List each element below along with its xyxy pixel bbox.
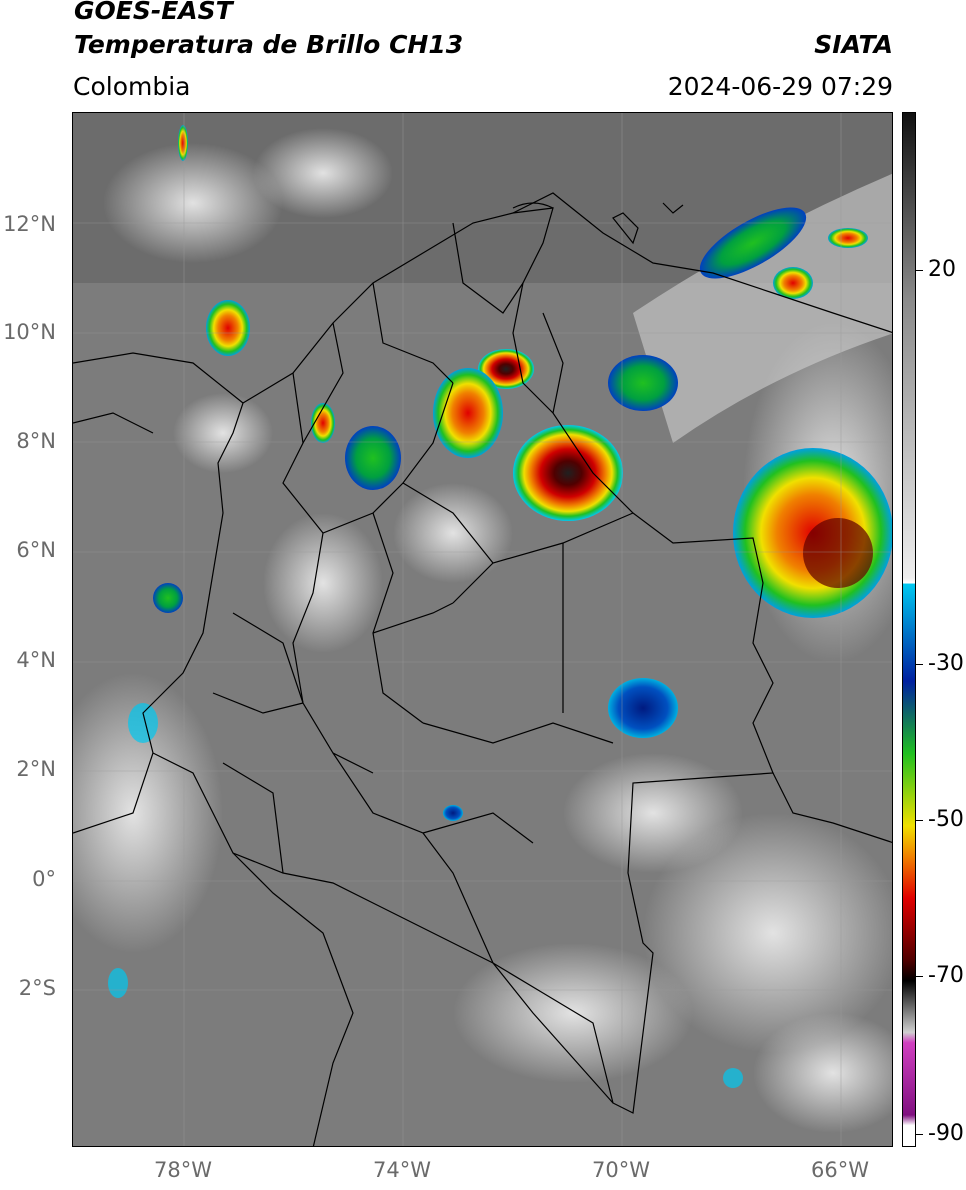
map-canvas <box>73 113 892 1146</box>
lon-label-74w: 74°W <box>373 1158 431 1182</box>
lat-label-2n: 2°N <box>16 757 56 781</box>
lat-label-8n: 8°N <box>16 429 56 453</box>
title-line-2: Temperatura de Brillo CH13 <box>74 30 464 59</box>
satellite-map[interactable] <box>72 112 893 1147</box>
lat-label-4n: 4°N <box>16 648 56 672</box>
lat-label-2s: 2°S <box>18 976 56 1000</box>
lon-label-78w: 78°W <box>154 1158 212 1182</box>
colorbar-label-20: 20 <box>928 257 956 282</box>
lon-label-66w: 66°W <box>811 1158 869 1182</box>
country-borders <box>73 192 892 1146</box>
colorbar-label-minus70: -70 <box>928 963 964 988</box>
lat-label-12n: 12°N <box>3 212 56 236</box>
colorbar-label-minus30: -30 <box>928 651 964 676</box>
colorbar-tick-minus70 <box>916 976 923 977</box>
colorbar-tick-20 <box>916 270 923 271</box>
brand-label: SIATA <box>814 30 893 59</box>
region-label: Colombia <box>73 72 191 101</box>
lat-label-0: 0° <box>32 867 56 891</box>
colorbar-label-minus50: -50 <box>928 807 964 832</box>
colorbar-tick-minus30 <box>916 664 923 665</box>
timestamp-label: 2024-06-29 07:29 <box>667 72 893 101</box>
colorbar-tick-minus90 <box>916 1134 923 1135</box>
title-line-1: GOES-EAST <box>74 0 233 25</box>
lat-label-10n: 10°N <box>3 320 56 344</box>
lat-label-6n: 6°N <box>16 538 56 562</box>
lon-label-70w: 70°W <box>592 1158 650 1182</box>
temperature-colorbar <box>902 112 916 1147</box>
colorbar-label-minus90: -90 <box>928 1121 964 1146</box>
colorbar-tick-minus50 <box>916 820 923 821</box>
